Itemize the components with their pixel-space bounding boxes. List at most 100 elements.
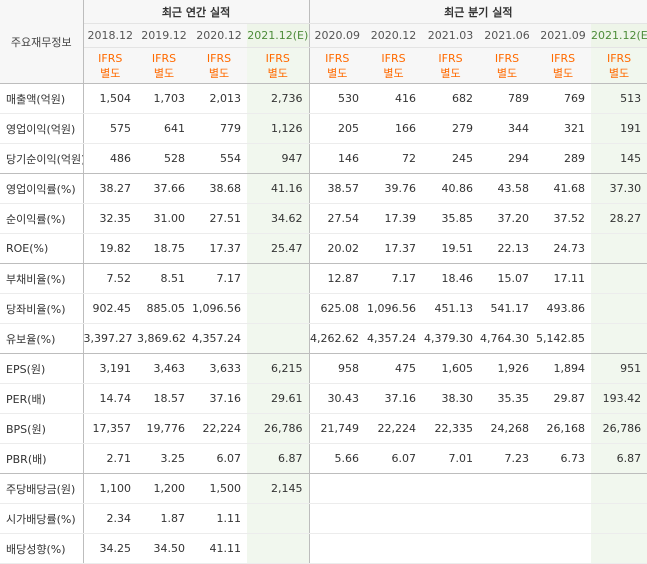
value-cell: 4,764.30 — [479, 323, 536, 354]
ifrs-standard-label: IFRS 별도 — [422, 47, 480, 84]
value-cell — [479, 473, 536, 504]
row-label: 영업이익(억원) — [0, 113, 84, 144]
value-cell: 43.58 — [479, 173, 536, 204]
value-cell: 3,191 — [83, 353, 137, 384]
value-cell: 1,894 — [535, 353, 592, 384]
value-cell: 4,357.24 — [191, 323, 247, 354]
value-cell: 6.07 — [191, 443, 247, 474]
value-cell: 12.87 — [308, 263, 366, 294]
value-cell: 27.54 — [308, 203, 366, 234]
value-cell: 193.42 — [591, 383, 647, 414]
table-row: PBR(배) 2.71 3.25 6.07 6.87 5.66 6.07 7.01 7.23 6.… — [0, 443, 647, 474]
value-cell: 26,786 — [591, 413, 647, 444]
value-cell: 528 — [137, 143, 191, 174]
period-header: 2019.12 — [137, 23, 191, 48]
separate-label: 별도 — [608, 66, 630, 80]
value-cell — [591, 533, 647, 564]
value-cell — [247, 263, 310, 294]
ifrs-standard-label: IFRS 별도 — [247, 47, 310, 84]
ifrs-label: IFRS — [206, 51, 232, 65]
value-cell: 24,268 — [479, 413, 536, 444]
period-header: 2021.06 — [479, 23, 536, 48]
value-cell: 7.17 — [191, 263, 247, 294]
value-cell: 769 — [535, 83, 592, 114]
separate-label: 별도 — [267, 66, 288, 80]
value-cell: 191 — [591, 113, 647, 144]
period-header: 2021.12(E) — [247, 23, 310, 48]
value-cell: 37.66 — [137, 173, 191, 204]
value-cell: 641 — [137, 113, 191, 144]
row-label: PBR(배) — [0, 443, 84, 474]
value-cell: 6.87 — [591, 443, 647, 474]
value-cell — [591, 473, 647, 504]
row-label: 부채비율(%) — [0, 263, 84, 294]
value-cell: 958 — [308, 353, 366, 384]
value-cell — [591, 503, 647, 534]
value-cell: 17.37 — [365, 233, 423, 264]
table-row: BPS(원) 17,357 19,776 22,224 26,786 21,749 22,2… — [0, 413, 647, 444]
value-cell: 2.34 — [83, 503, 137, 534]
value-cell: 22,224 — [191, 413, 247, 444]
period-header: 2021.09 — [535, 23, 592, 48]
value-cell — [535, 503, 592, 534]
value-cell: 18.57 — [137, 383, 191, 414]
ifrs-label: IFRS — [325, 51, 350, 65]
value-cell: 72 — [365, 143, 423, 174]
quarter-group-header: 최근 분기 실적 — [308, 0, 647, 24]
value-cell: 3,397.27 — [83, 323, 137, 354]
value-cell — [591, 263, 647, 294]
value-cell: 8.51 — [137, 263, 191, 294]
value-cell — [365, 533, 423, 564]
value-cell — [365, 473, 423, 504]
value-cell — [308, 533, 366, 564]
value-cell: 279 — [422, 113, 480, 144]
value-cell: 625.08 — [308, 293, 366, 324]
period-header: 2020.09 — [308, 23, 366, 48]
row-label: 주당배당금(원) — [0, 473, 84, 504]
value-cell: 416 — [365, 83, 423, 114]
ifrs-standard-label: IFRS 별도 — [137, 47, 191, 84]
ifrs-label: IFRS — [98, 51, 123, 65]
value-cell: 4,357.24 — [365, 323, 423, 354]
value-cell: 7.23 — [479, 443, 536, 474]
value-cell: 344 — [479, 113, 536, 144]
row-label: 시가배당률(%) — [0, 503, 84, 534]
ifrs-standard-label: IFRS 별도 — [591, 47, 647, 84]
row-label: 매출액(억원) — [0, 83, 84, 114]
value-cell: 14.74 — [83, 383, 137, 414]
value-cell: 7.17 — [365, 263, 423, 294]
value-cell: 947 — [247, 143, 310, 174]
value-cell: 1,504 — [83, 83, 137, 114]
value-cell: 245 — [422, 143, 480, 174]
value-cell — [535, 473, 592, 504]
value-cell — [479, 503, 536, 534]
value-cell — [591, 233, 647, 264]
value-cell: 682 — [422, 83, 480, 114]
value-cell: 18.75 — [137, 233, 191, 264]
value-cell: 30.43 — [308, 383, 366, 414]
period-header: 2020.12 — [191, 23, 247, 48]
value-cell: 17.11 — [535, 263, 592, 294]
separate-label: 별도 — [552, 66, 574, 80]
value-cell: 1,100 — [83, 473, 137, 504]
value-cell: 486 — [83, 143, 137, 174]
value-cell: 1,926 — [479, 353, 536, 384]
period-header: 2021.12(E) — [591, 23, 647, 48]
separate-label: 별도 — [383, 66, 404, 80]
value-cell — [591, 323, 647, 354]
ifrs-label: IFRS — [606, 51, 632, 65]
value-cell: 6.73 — [535, 443, 592, 474]
value-cell: 18.46 — [422, 263, 480, 294]
value-cell: 6,215 — [247, 353, 310, 384]
value-cell: 17,357 — [83, 413, 137, 444]
value-cell: 41.11 — [191, 533, 247, 564]
table-row: PER(배) 14.74 18.57 37.16 29.61 30.43 37.16 38.3… — [0, 383, 647, 414]
value-cell: 1,126 — [247, 113, 310, 144]
value-cell: 20.02 — [308, 233, 366, 264]
ifrs-label: IFRS — [265, 51, 290, 65]
value-cell: 22,224 — [365, 413, 423, 444]
value-cell: 26,786 — [247, 413, 310, 444]
period-header: 2020.12 — [365, 23, 423, 48]
value-cell: 205 — [308, 113, 366, 144]
value-cell: 5,142.85 — [535, 323, 592, 354]
